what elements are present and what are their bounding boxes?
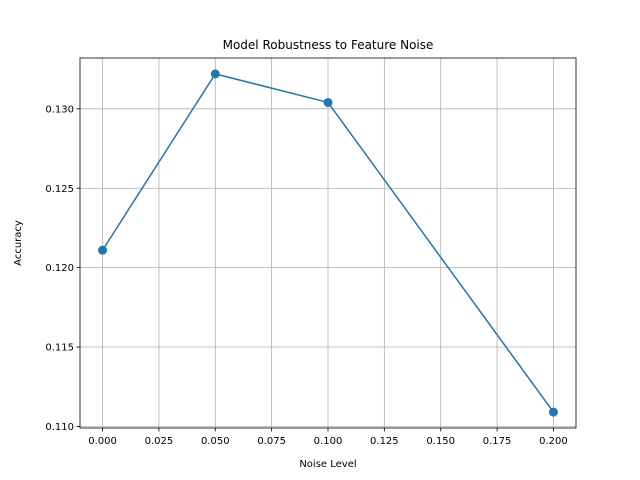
x-axis-title: Noise Level	[299, 459, 356, 470]
x-tick-label: 0.125	[370, 436, 399, 447]
x-axis-ticks: 0.000 0.025 0.050 0.075 0.100 0.125 0.150 0.175…	[88, 428, 568, 447]
chart-title: Model Robustness to Feature Noise	[223, 38, 434, 52]
y-tick-label: 0.125	[45, 184, 74, 195]
x-tick-label: 0.050	[201, 436, 230, 447]
x-tick-label: 0.075	[257, 436, 286, 447]
series-layer	[98, 69, 558, 417]
data-point	[98, 245, 108, 255]
y-tick-label: 0.115	[45, 343, 74, 354]
x-tick-label: 0.025	[145, 436, 174, 447]
x-tick-label: 0.175	[483, 436, 512, 447]
x-tick-label: 0.100	[314, 436, 343, 447]
y-axis-ticks: 0.110 0.115 0.120 0.125 0.130	[45, 104, 80, 433]
data-point	[548, 407, 558, 417]
data-point	[210, 69, 220, 79]
x-tick-label: 0.150	[426, 436, 455, 447]
series-line	[101, 73, 555, 413]
x-tick-label: 0.200	[539, 436, 568, 447]
x-tick-label: 0.000	[88, 436, 117, 447]
y-tick-label: 0.110	[45, 422, 74, 433]
y-tick-label: 0.120	[45, 263, 74, 274]
y-axis-title: Accuracy	[13, 220, 24, 266]
y-tick-label: 0.130	[45, 104, 74, 115]
grid	[80, 58, 576, 428]
data-point	[323, 97, 333, 107]
